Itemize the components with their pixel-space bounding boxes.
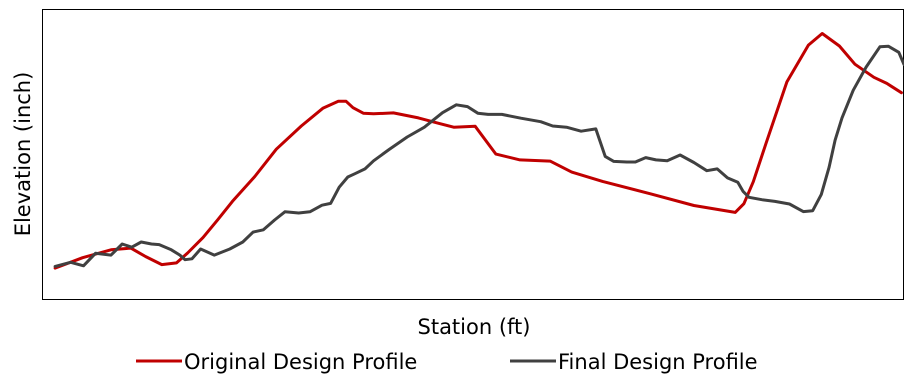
series-line-final-design-profile: [53, 44, 904, 268]
legend-label-final-design-profile: Final Design Profile: [558, 350, 758, 374]
plot-area-frame: [42, 9, 904, 300]
series-layer: [53, 32, 904, 270]
series-line-original-design-profile: [53, 32, 903, 270]
legend-label-original-design-profile: Original Design Profile: [184, 350, 417, 374]
legend: Original Design Profile Final Design Pro…: [136, 350, 758, 374]
x-axis-label: Station (ft): [418, 315, 531, 339]
y-axis-label: Elevation (inch): [11, 72, 35, 237]
